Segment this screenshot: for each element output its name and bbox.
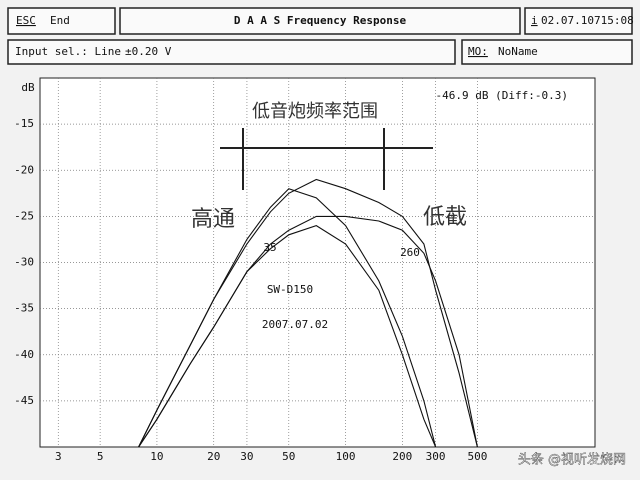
- x-tick-label: 200: [392, 450, 412, 463]
- y-tick-label: -25: [14, 209, 34, 222]
- title: D A A S Frequency Response: [234, 14, 407, 27]
- info-key[interactable]: i: [531, 14, 538, 27]
- response-curve: [138, 224, 437, 447]
- title-box: [119, 7, 521, 35]
- datetime: 02.07.10715:08: [541, 14, 634, 27]
- x-tick-label: 3: [55, 450, 62, 463]
- x-tick-label: 300: [426, 450, 446, 463]
- x-tick-label: 50: [282, 450, 295, 463]
- x-tick-label: 5: [97, 450, 104, 463]
- memory-name: NoName: [498, 45, 538, 58]
- range-annotation: 低音炮频率范围: [252, 101, 378, 122]
- low-frequency-label: 35: [263, 241, 276, 254]
- y-tick-label: -45: [14, 394, 34, 407]
- model-label: SW-D150: [267, 283, 313, 296]
- input-box: [7, 39, 456, 65]
- y-tick-label: -30: [14, 256, 34, 269]
- x-tick-label: 20: [207, 450, 220, 463]
- y-tick-label: -15: [14, 117, 34, 130]
- watermark: 头条 @视听发烧网: [518, 452, 626, 468]
- y-tick-label: -20: [14, 163, 34, 176]
- y-axis-label: dB: [21, 81, 35, 94]
- response-curve: [138, 188, 437, 447]
- datetime-box: [524, 7, 633, 35]
- esc-key[interactable]: ESC: [16, 14, 36, 27]
- memory-label[interactable]: MO:: [468, 45, 488, 58]
- input-range: ±0.20 V: [125, 45, 172, 58]
- x-tick-label: 10: [150, 450, 163, 463]
- x-tick-label: 100: [336, 450, 356, 463]
- esc-box[interactable]: [7, 7, 116, 35]
- highpass-annotation: 高通: [191, 207, 235, 232]
- input-select: Input sel.: Line: [15, 45, 121, 58]
- date-label: 2007.07.02: [262, 318, 328, 331]
- memory-box: [461, 39, 633, 65]
- x-tick-label: 500: [467, 450, 487, 463]
- y-tick-label: -35: [14, 302, 34, 315]
- lowcut-annotation: 低截: [423, 205, 467, 230]
- x-tick-label: 30: [240, 450, 253, 463]
- cursor-readout: -46.9 dB (Diff:-0.3): [436, 89, 568, 102]
- y-tick-label: -40: [14, 348, 34, 361]
- high-frequency-label: 260: [400, 246, 420, 259]
- esc-action[interactable]: End: [50, 14, 70, 27]
